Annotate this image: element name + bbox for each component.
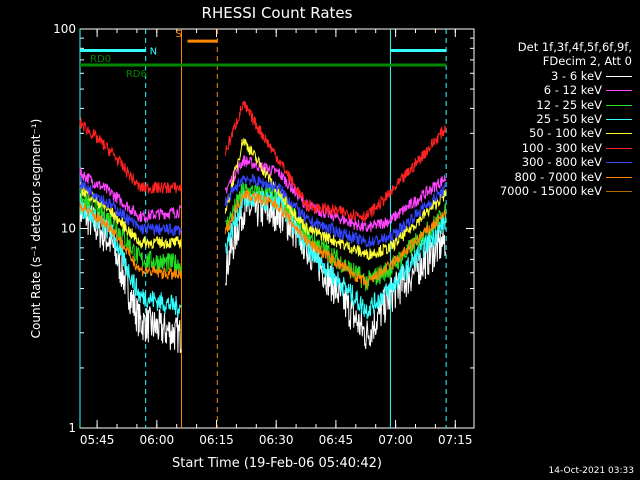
legend-header-line-1: Det 1f,3f,4f,5f,6f,9f, [517, 40, 632, 54]
legend-header-line-2: FDecim 2, Att 0 [542, 54, 632, 69]
x-tick-label: 06:45 [319, 433, 354, 447]
y-tick-label: 1 [68, 421, 76, 435]
legend-swatch [606, 191, 632, 193]
legend-label: 800 - 7000 keV [514, 169, 602, 184]
series-line-3-6keV [79, 193, 182, 354]
legend-swatch [606, 147, 632, 149]
x-tick-label: 06:15 [199, 433, 234, 447]
legend-label: 7000 - 15000 keV [499, 184, 602, 199]
chart-title: RHESSI Count Rates [202, 4, 353, 22]
legend-label: 3 - 6 keV [551, 68, 602, 83]
legend-label: 50 - 100 keV [529, 126, 602, 141]
timestamp: 14-Oct-2021 03:33 [548, 466, 634, 476]
series-line-300-800keV [79, 177, 182, 237]
plot-frame [79, 28, 475, 429]
legend-entry: 7000 - 15000 keV [478, 184, 638, 198]
legend-entry: 6 - 12 keV [478, 83, 638, 97]
y-tick-label: 10 [61, 222, 76, 236]
y-tick-label: 100 [53, 22, 76, 36]
x-tick-label: 06:30 [259, 433, 294, 447]
legend-swatch [606, 75, 632, 77]
legend: Det 1f,3f,4f,5f,6f,9f, FDecim 2, Att 0 3… [478, 40, 638, 198]
legend-swatch [606, 90, 632, 92]
legend-swatch [606, 133, 632, 135]
legend-entry: 300 - 800 keV [478, 155, 638, 169]
legend-swatch [606, 104, 632, 106]
x-tick-label: 07:00 [378, 433, 413, 447]
legend-label: 6 - 12 keV [543, 83, 602, 98]
marker-label: N [150, 47, 157, 58]
legend-entry: 25 - 50 keV [478, 112, 638, 126]
legend-entry: 3 - 6 keV [478, 69, 638, 83]
legend-label: 100 - 300 keV [521, 140, 602, 155]
legend-swatch [606, 119, 632, 121]
marker-label: RD6 [126, 69, 147, 80]
series-line-300-800keV [224, 173, 447, 248]
series-line-100-300keV [224, 100, 447, 223]
x-axis-label: Start Time (19-Feb-06 05:40:42) [172, 456, 382, 471]
series-line-12-25keV [79, 190, 182, 275]
series-line-25-50keV [224, 190, 447, 320]
x-tick-label: 07:15 [438, 433, 473, 447]
y-axis-label: Count Rate (s⁻¹ detector segment⁻¹) [29, 119, 43, 339]
x-tick-label: 05:45 [80, 433, 115, 447]
series-line-800-7000keV [224, 187, 447, 289]
legend-entry: 100 - 300 keV [478, 141, 638, 155]
legend-label: 12 - 25 keV [536, 97, 602, 112]
marker-label: RD0 [90, 54, 111, 65]
marker-label: S [175, 29, 181, 40]
legend-label: 25 - 50 keV [536, 112, 602, 127]
legend-entry: 800 - 7000 keV [478, 170, 638, 184]
series-line-800-7000keV [79, 202, 182, 280]
legend-entry: 50 - 100 keV [478, 126, 638, 140]
legend-swatch [606, 162, 632, 164]
legend-swatch [606, 176, 632, 178]
x-tick-label: 06:00 [140, 433, 175, 447]
series-line-100-300keV [79, 117, 182, 194]
series-line-6-12keV [79, 167, 182, 224]
series-line-50-100keV [224, 137, 447, 261]
legend-entry: 12 - 25 keV [478, 98, 638, 112]
legend-label: 300 - 800 keV [521, 155, 602, 170]
series-line-6-12keV [224, 155, 447, 233]
